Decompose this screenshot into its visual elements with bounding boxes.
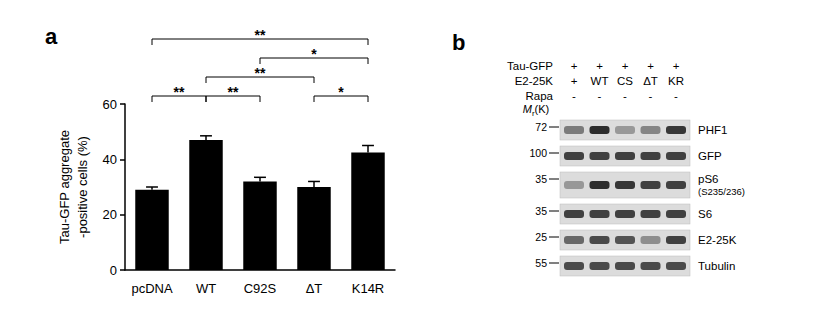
svg-text:+: + — [571, 75, 578, 87]
svg-text:25: 25 — [535, 231, 547, 243]
svg-text:+: + — [673, 60, 680, 72]
svg-text:-: - — [674, 90, 678, 102]
svg-text:ΔT: ΔT — [306, 281, 323, 296]
svg-text:PHF1: PHF1 — [698, 124, 727, 136]
svg-text:K14R: K14R — [352, 281, 385, 296]
svg-text:0: 0 — [110, 263, 117, 278]
svg-text:+: + — [647, 60, 654, 72]
svg-text:pS6: pS6 — [698, 173, 718, 185]
svg-text:-: - — [623, 90, 627, 102]
svg-text:72: 72 — [535, 121, 547, 133]
svg-text:WT: WT — [591, 75, 609, 87]
svg-text:-: - — [598, 90, 602, 102]
svg-text:-positive cells (%): -positive cells (%) — [75, 136, 90, 238]
svg-text:b: b — [452, 30, 465, 55]
svg-text:**: ** — [255, 27, 266, 43]
svg-text:WT: WT — [196, 281, 216, 296]
svg-text:Tau-GFP: Tau-GFP — [507, 60, 553, 72]
svg-text:C92S: C92S — [244, 281, 277, 296]
svg-text:100: 100 — [529, 147, 547, 159]
svg-text:*: * — [338, 84, 344, 100]
svg-text:E2-25K: E2-25K — [515, 75, 554, 87]
svg-text:(S235/236): (S235/236) — [698, 186, 745, 197]
svg-text:40: 40 — [103, 152, 117, 167]
svg-text:S6: S6 — [698, 208, 712, 220]
svg-text:pcDNA: pcDNA — [131, 281, 173, 296]
svg-text:a: a — [45, 24, 58, 49]
svg-text:+: + — [571, 60, 578, 72]
svg-text:60: 60 — [103, 97, 117, 112]
svg-text:+: + — [596, 60, 603, 72]
svg-text:Tubulin: Tubulin — [698, 260, 735, 272]
svg-text:+: + — [622, 60, 629, 72]
svg-text:35: 35 — [535, 173, 547, 185]
svg-text:-: - — [572, 90, 576, 102]
svg-text:Mr(K): Mr(K) — [523, 103, 550, 118]
svg-text:20: 20 — [103, 207, 117, 222]
svg-text:E2-25K: E2-25K — [698, 234, 737, 246]
svg-text:55: 55 — [535, 257, 547, 269]
svg-text:CS: CS — [617, 75, 633, 87]
svg-text:35: 35 — [535, 205, 547, 217]
svg-text:GFP: GFP — [698, 150, 722, 162]
svg-text:-: - — [649, 90, 653, 102]
svg-text:ΔT: ΔT — [643, 75, 658, 87]
svg-text:Rapa: Rapa — [526, 90, 554, 102]
svg-text:*: * — [311, 46, 317, 62]
svg-text:KR: KR — [668, 75, 684, 87]
svg-text:**: ** — [174, 84, 185, 100]
svg-text:Tau-GFP aggregate: Tau-GFP aggregate — [57, 130, 72, 244]
svg-text:**: ** — [255, 65, 266, 81]
svg-text:**: ** — [228, 84, 239, 100]
